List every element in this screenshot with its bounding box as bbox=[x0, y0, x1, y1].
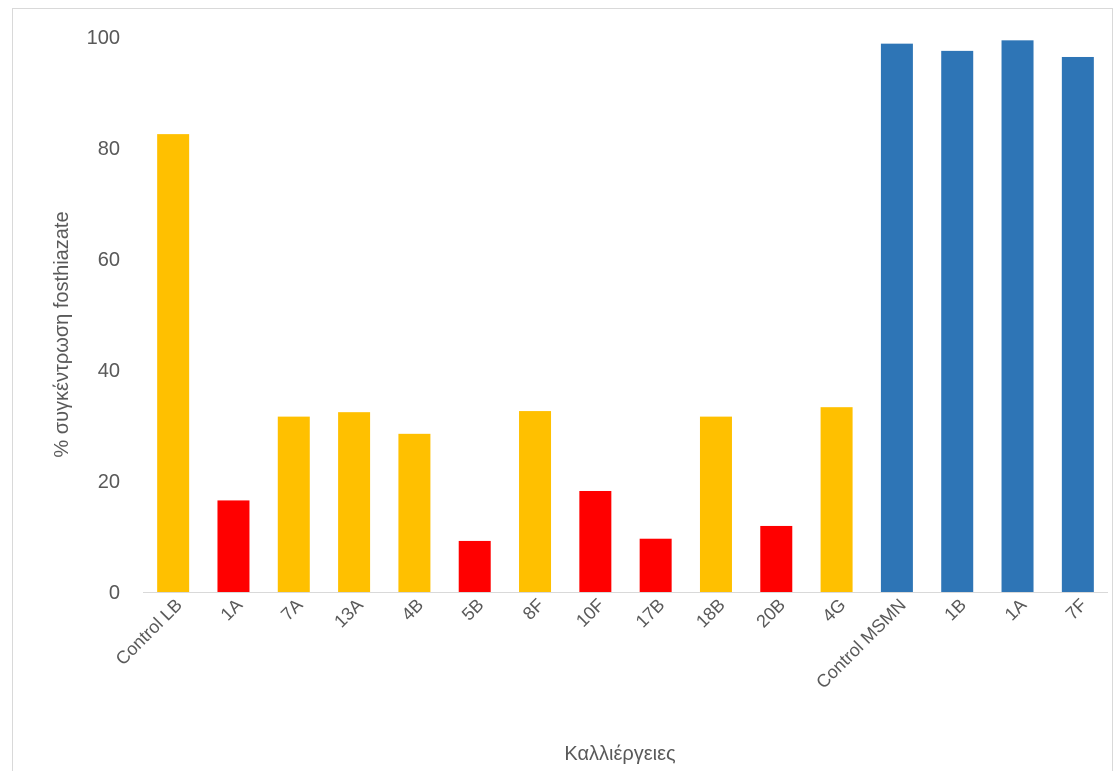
y-tick-label: 100 bbox=[87, 27, 120, 49]
x-tick-label: 10F bbox=[572, 595, 608, 631]
x-tick-label: Control LB bbox=[112, 595, 186, 669]
x-tick-label: 7F bbox=[1062, 595, 1091, 624]
bar bbox=[760, 525, 793, 592]
bar bbox=[941, 50, 974, 592]
y-tick-label: 60 bbox=[98, 249, 120, 271]
y-axis-title: % συγκέντρωση fosthiazate bbox=[51, 211, 73, 457]
y-axis-ticks: 0 20 40 60 80 100 bbox=[87, 27, 120, 604]
bar bbox=[519, 411, 552, 592]
x-tick-label: 8F bbox=[519, 595, 548, 624]
bar bbox=[1001, 40, 1034, 592]
bar bbox=[579, 490, 612, 592]
x-tick-label: 5B bbox=[458, 595, 488, 625]
bar bbox=[880, 43, 913, 593]
x-tick-label: 20B bbox=[752, 595, 789, 632]
bar bbox=[639, 538, 672, 592]
bar bbox=[338, 412, 371, 592]
bar bbox=[699, 416, 732, 592]
y-tick-label: 0 bbox=[109, 582, 120, 604]
x-tick-label: 4G bbox=[818, 595, 849, 626]
bar bbox=[458, 540, 491, 592]
x-axis-tick-labels: Control LB 1A 7A 13A 4B 5B 8F 10F 17B 18B 20B 4GCon… bbox=[112, 595, 1091, 693]
bar bbox=[277, 416, 310, 592]
x-tick-label: 18B bbox=[692, 595, 729, 632]
chart-border bbox=[12, 8, 1113, 776]
bar bbox=[1061, 56, 1094, 593]
x-tick-label: 1A bbox=[217, 595, 247, 625]
x-tick-label: 13A bbox=[330, 595, 367, 632]
x-tick-label: 1B bbox=[940, 595, 970, 625]
x-tick-label: 4B bbox=[398, 595, 428, 625]
bar bbox=[398, 433, 431, 592]
x-axis-title: Καλλιέργειες bbox=[564, 743, 676, 765]
bars bbox=[157, 40, 1094, 593]
bar bbox=[820, 407, 853, 592]
x-tick-label: 17B bbox=[632, 595, 669, 632]
bar bbox=[157, 134, 190, 592]
x-tick-label: 7A bbox=[277, 595, 307, 625]
y-tick-label: 20 bbox=[98, 471, 120, 493]
y-tick-label: 40 bbox=[98, 360, 120, 382]
x-tick-label: 1A bbox=[1001, 595, 1031, 625]
y-tick-label: 80 bbox=[98, 138, 120, 160]
bar bbox=[217, 500, 250, 592]
